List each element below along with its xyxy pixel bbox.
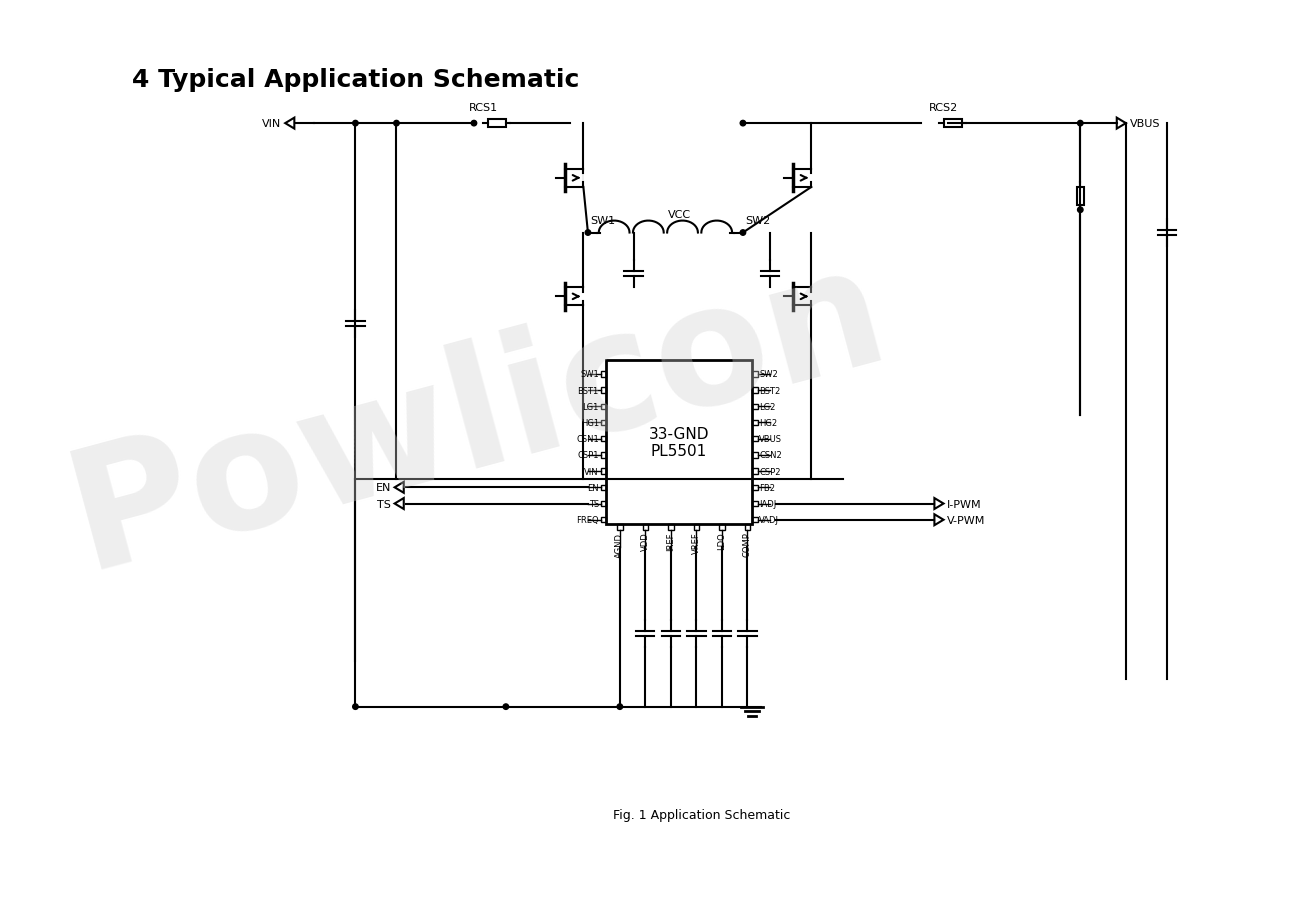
Text: CSP1: CSP1 <box>578 451 599 460</box>
Text: VADJ: VADJ <box>760 516 779 525</box>
Text: CSN1: CSN1 <box>577 435 599 444</box>
Bar <box>720 525 725 530</box>
Bar <box>601 501 606 507</box>
Bar <box>601 388 606 394</box>
Text: BST1: BST1 <box>578 386 599 395</box>
Bar <box>642 525 648 530</box>
Bar <box>752 404 757 410</box>
Text: CSP2: CSP2 <box>760 467 780 476</box>
Bar <box>617 525 623 530</box>
Text: VIN: VIN <box>584 467 599 476</box>
Bar <box>752 501 757 507</box>
Bar <box>752 436 757 442</box>
Text: VBUS: VBUS <box>760 435 782 444</box>
Text: EN: EN <box>587 484 599 492</box>
Circle shape <box>352 121 359 127</box>
Bar <box>752 372 757 377</box>
Text: I-PWM: I-PWM <box>947 499 982 509</box>
Bar <box>752 453 757 458</box>
Text: VCC: VCC <box>667 210 690 220</box>
Bar <box>1077 188 1084 206</box>
Text: Fig. 1 Application Schematic: Fig. 1 Application Schematic <box>613 808 791 821</box>
Circle shape <box>1077 208 1084 213</box>
Text: V-PWM: V-PWM <box>947 516 986 525</box>
Text: CSN2: CSN2 <box>760 451 782 460</box>
Text: 4 Typical Application Schematic: 4 Typical Application Schematic <box>132 67 579 91</box>
Bar <box>752 517 757 523</box>
Circle shape <box>393 121 399 127</box>
Text: VBUS: VBUS <box>1130 119 1160 129</box>
Bar <box>752 469 757 475</box>
Circle shape <box>740 230 746 236</box>
Bar <box>606 361 752 525</box>
Bar <box>601 469 606 475</box>
Bar <box>943 120 962 128</box>
Text: SW2: SW2 <box>760 370 778 379</box>
Circle shape <box>1077 121 1084 127</box>
Text: SW2: SW2 <box>744 216 770 226</box>
Bar <box>668 525 673 530</box>
Bar <box>752 420 757 425</box>
Text: EN: EN <box>375 483 391 493</box>
Text: TS: TS <box>377 499 391 509</box>
Bar <box>752 485 757 490</box>
Text: SW1: SW1 <box>590 216 615 226</box>
Bar <box>752 388 757 394</box>
Bar <box>601 372 606 377</box>
Circle shape <box>740 121 746 127</box>
Bar <box>601 420 606 425</box>
Text: VDD: VDD <box>641 532 650 551</box>
Text: RCS2: RCS2 <box>929 103 958 113</box>
Text: Powlicon: Powlicon <box>53 229 903 602</box>
Bar <box>601 453 606 458</box>
Text: LG1: LG1 <box>583 403 599 412</box>
Text: COMP: COMP <box>743 532 752 557</box>
Text: TS: TS <box>588 499 599 508</box>
Circle shape <box>617 704 623 710</box>
Text: HG1: HG1 <box>580 418 599 427</box>
Text: VREF: VREF <box>691 532 700 554</box>
Bar <box>601 485 606 490</box>
Circle shape <box>471 121 477 127</box>
Text: LG2: LG2 <box>760 403 775 412</box>
Text: 33-GND
PL5501: 33-GND PL5501 <box>649 426 710 459</box>
Text: HG2: HG2 <box>760 418 778 427</box>
Circle shape <box>586 230 591 236</box>
Text: FREQ: FREQ <box>577 516 599 525</box>
Text: IADJ: IADJ <box>760 499 777 508</box>
Circle shape <box>503 704 508 710</box>
Text: FB2: FB2 <box>760 484 775 492</box>
Bar <box>601 517 606 523</box>
Bar <box>601 436 606 442</box>
Bar <box>694 525 699 530</box>
Text: LDO: LDO <box>717 532 726 549</box>
Circle shape <box>352 704 359 710</box>
Bar <box>488 120 506 128</box>
Text: AGND: AGND <box>615 532 624 557</box>
Text: SW1: SW1 <box>580 370 599 379</box>
Text: BST2: BST2 <box>760 386 780 395</box>
Bar <box>744 525 751 530</box>
Text: RCS1: RCS1 <box>468 103 498 113</box>
Text: IREF: IREF <box>667 532 676 550</box>
Text: VIN: VIN <box>262 119 281 129</box>
Bar <box>601 404 606 410</box>
